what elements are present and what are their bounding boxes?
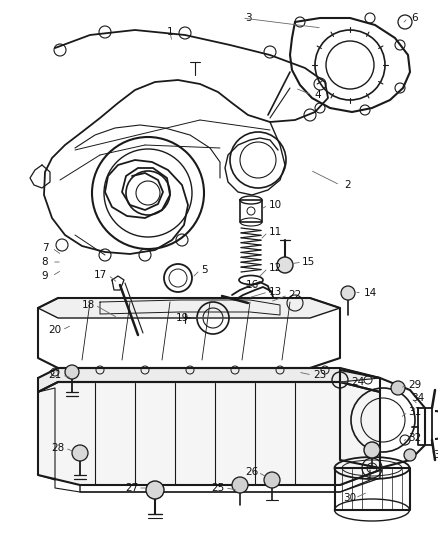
- Text: 5: 5: [201, 265, 208, 275]
- Circle shape: [391, 381, 405, 395]
- Text: 1: 1: [167, 27, 173, 37]
- Text: 19: 19: [175, 313, 189, 323]
- Text: 7: 7: [42, 243, 48, 253]
- Circle shape: [146, 481, 164, 499]
- Text: 9: 9: [42, 271, 48, 281]
- Text: 29: 29: [408, 380, 422, 390]
- Text: 18: 18: [81, 300, 95, 310]
- Text: 11: 11: [268, 227, 282, 237]
- Text: 8: 8: [42, 257, 48, 267]
- Text: 22: 22: [288, 290, 302, 300]
- Text: 16: 16: [245, 280, 258, 290]
- Text: 13: 13: [268, 287, 282, 297]
- Text: 12: 12: [268, 263, 282, 273]
- Text: 17: 17: [93, 270, 106, 280]
- Circle shape: [404, 449, 416, 461]
- Text: 25: 25: [212, 483, 225, 493]
- Text: 30: 30: [343, 493, 357, 503]
- Text: 10: 10: [268, 200, 282, 210]
- Circle shape: [65, 365, 79, 379]
- Text: 24: 24: [351, 377, 364, 387]
- Text: 21: 21: [48, 370, 62, 380]
- Text: 33: 33: [433, 450, 438, 460]
- Text: 28: 28: [51, 443, 65, 453]
- Circle shape: [72, 445, 88, 461]
- Circle shape: [232, 477, 248, 493]
- Polygon shape: [38, 298, 340, 318]
- Circle shape: [341, 286, 355, 300]
- Text: 31: 31: [408, 407, 422, 417]
- Text: 34: 34: [411, 393, 424, 403]
- Text: 15: 15: [301, 257, 314, 267]
- Text: 2: 2: [345, 180, 351, 190]
- Text: 14: 14: [364, 288, 377, 298]
- Text: 27: 27: [125, 483, 138, 493]
- Text: 26: 26: [245, 467, 258, 477]
- Polygon shape: [38, 368, 380, 392]
- Circle shape: [364, 442, 380, 458]
- Circle shape: [277, 257, 293, 273]
- Text: 23: 23: [313, 370, 327, 380]
- Text: 4: 4: [314, 90, 321, 100]
- Text: 3: 3: [245, 13, 251, 23]
- Polygon shape: [38, 382, 380, 485]
- Circle shape: [264, 472, 280, 488]
- Text: 6: 6: [412, 13, 418, 23]
- Text: 20: 20: [49, 325, 62, 335]
- Text: 32: 32: [408, 433, 422, 443]
